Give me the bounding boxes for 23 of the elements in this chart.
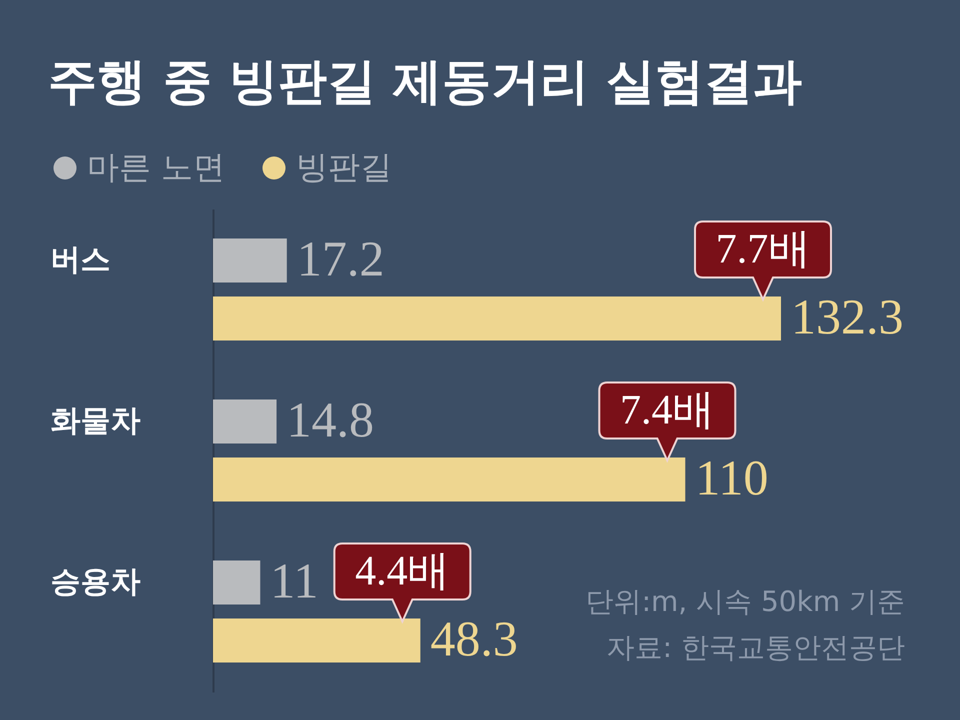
- y-tick-label: 승용차: [50, 564, 140, 600]
- legend-label: 빙판길: [296, 148, 392, 186]
- data-label: 48.3: [430, 610, 518, 666]
- data-label: 132.3: [791, 288, 904, 344]
- bar: [213, 400, 277, 444]
- data-label: 14.8: [286, 392, 374, 448]
- data-label: 11: [270, 552, 318, 608]
- chart-title: 주행 중 빙판길 제동거리 실험결과: [48, 53, 802, 110]
- y-tick-label: 화물차: [50, 404, 140, 438]
- data-label: 17.2: [296, 230, 384, 286]
- legend-label: 마른 노면: [87, 148, 226, 186]
- bar: [213, 618, 420, 662]
- y-tick-label: 버스: [50, 242, 110, 278]
- bar: [213, 560, 260, 604]
- annotation: 단위:m, 시속 50km 기준: [586, 585, 905, 618]
- annotation: 자료: 한국교통안전공단: [606, 631, 905, 664]
- bar: [213, 296, 781, 340]
- annotation: 7.4배: [620, 388, 715, 434]
- annotation: 4.4배: [355, 548, 450, 594]
- bar: [213, 238, 287, 282]
- bar: [213, 458, 686, 502]
- data-label: 110: [695, 450, 768, 506]
- annotation: 7.7배: [716, 226, 810, 272]
